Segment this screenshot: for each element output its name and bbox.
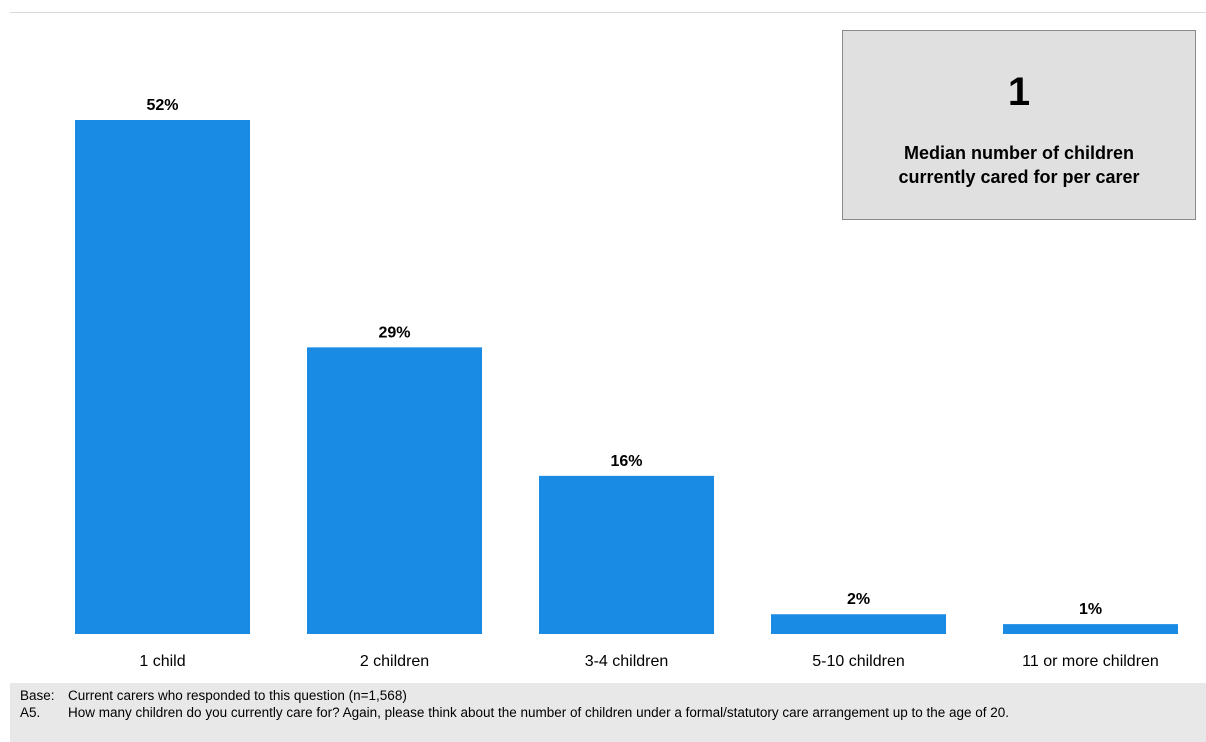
bar-chart: 52% 29% 16% 2% 1% 1 child 2 children 3-4 child… — [75, 97, 1178, 670]
category-label-3: 3-4 children — [585, 653, 669, 670]
median-value: 1 — [1007, 70, 1031, 114]
bar-2 — [307, 347, 482, 634]
value-label-2: 29% — [378, 324, 410, 341]
bar-4 — [771, 614, 946, 634]
footnote-base-row: Base: Current carers who responded to th… — [10, 683, 1206, 704]
category-label-1: 1 child — [139, 653, 185, 670]
category-label-5: 11 or more children — [1022, 653, 1159, 670]
bar-5 — [1003, 624, 1178, 634]
footnote-question-key: A5. — [20, 705, 41, 720]
value-label-4: 2% — [847, 591, 870, 608]
median-label: Median number of children currently care… — [898, 143, 1140, 187]
bar-3 — [539, 475, 714, 634]
top-divider — [10, 12, 1206, 13]
median-callout-box: 1 Median number of children currently ca… — [842, 30, 1196, 220]
footnote-base-key: Base: — [20, 688, 55, 703]
category-label-2: 2 children — [360, 653, 429, 670]
value-label-5: 1% — [1079, 601, 1102, 618]
footnote: Base: Current carers who responded to th… — [10, 683, 1206, 742]
value-labels-group: 52% 29% 16% 2% 1% — [146, 97, 1102, 618]
footnote-base-text: Current carers who responded to this que… — [68, 688, 407, 703]
value-label-3: 16% — [610, 453, 642, 470]
category-label-4: 5-10 children — [812, 653, 905, 670]
bars-group — [75, 120, 1178, 634]
bar-1 — [75, 120, 250, 634]
footnote-question-text: How many children do you currently care … — [68, 705, 1010, 720]
value-label-1: 52% — [146, 97, 178, 114]
category-labels-group: 1 child 2 children 3-4 children 5-10 childr… — [139, 653, 1158, 670]
footnote-question-row: A5. How many children do you currently c… — [10, 704, 1206, 721]
